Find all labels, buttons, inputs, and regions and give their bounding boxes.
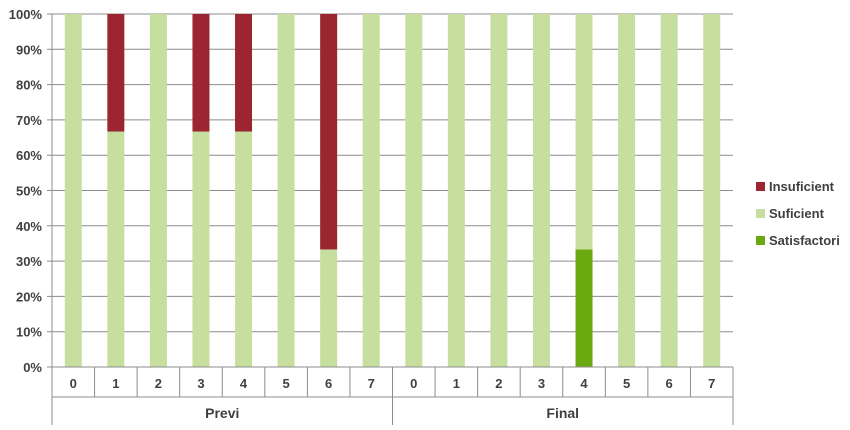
x-tick-label: 0 — [410, 376, 417, 391]
legend-label: Satisfactori — [769, 233, 840, 248]
y-tick-label: 20% — [16, 289, 42, 304]
bar-segment-suficient — [362, 14, 380, 367]
x-tick-label: 4 — [580, 376, 588, 391]
legend-label: Insuficient — [769, 179, 835, 194]
bar-segment-insuficient — [107, 14, 125, 132]
bar-segment-suficient — [703, 14, 721, 367]
y-tick-label: 60% — [16, 148, 42, 163]
x-tick-label: 7 — [368, 376, 375, 391]
y-tick-label: 80% — [16, 78, 42, 93]
y-tick-label: 100% — [9, 7, 43, 22]
x-tick-label: 4 — [240, 376, 248, 391]
y-tick-label: 0% — [23, 360, 42, 375]
y-tick-label: 70% — [16, 113, 42, 128]
bar-segment-suficient — [575, 14, 593, 250]
bar-segment-suficient — [618, 14, 636, 367]
bar-segment-suficient — [235, 131, 253, 367]
legend-label: Suficient — [769, 206, 825, 221]
y-tick-label: 30% — [16, 254, 42, 269]
bars — [64, 14, 721, 367]
x-tick-label: 2 — [495, 376, 502, 391]
bar-segment-insuficient — [192, 14, 210, 132]
bar-segment-suficient — [320, 249, 338, 367]
bar-segment-suficient — [149, 14, 167, 367]
x-tick-label: 1 — [112, 376, 119, 391]
legend-swatch — [756, 182, 765, 191]
y-tick-label: 10% — [16, 325, 42, 340]
bar-segment-suficient — [192, 131, 210, 367]
bar-segment-suficient — [490, 14, 508, 367]
y-tick-label: 50% — [16, 184, 42, 199]
bar-segment-satisfactori — [575, 249, 593, 367]
x-tick-label: 2 — [155, 376, 162, 391]
legend-swatch — [756, 209, 765, 218]
legend: Insuficient Suficient Satisfactori — [756, 179, 840, 248]
bar-segment-insuficient — [320, 14, 338, 250]
bar-segment-suficient — [107, 131, 125, 367]
bar-segment-suficient — [532, 14, 550, 367]
x-tick-label: 6 — [325, 376, 332, 391]
x-tick-label: 0 — [70, 376, 77, 391]
x-axis-ticks: 0 1 2 3 4 5 6 7 0 1 2 3 4 5 6 7 — [51, 367, 734, 425]
bar-segment-suficient — [660, 14, 678, 367]
x-group-label: Final — [546, 405, 579, 421]
x-tick-label: 5 — [623, 376, 630, 391]
x-tick-label: 1 — [453, 376, 460, 391]
y-tick-label: 90% — [16, 42, 42, 57]
x-tick-label: 6 — [666, 376, 673, 391]
bar-segment-suficient — [447, 14, 465, 367]
legend-swatch — [756, 236, 765, 245]
bar-segment-suficient — [64, 14, 82, 367]
x-axis-groups: Previ Final — [205, 405, 579, 421]
bar-segment-insuficient — [235, 14, 253, 132]
bar-segment-suficient — [277, 14, 295, 367]
x-tick-label: 3 — [538, 376, 545, 391]
y-tick-label: 40% — [16, 219, 42, 234]
x-group-label: Previ — [205, 405, 239, 421]
x-tick-label: 3 — [197, 376, 204, 391]
bar-segment-suficient — [405, 14, 423, 367]
y-axis-ticks: 0% 10% 20% 30% 40% 50% 60% 70% 80% 90% 100% — [9, 7, 52, 375]
x-tick-label: 5 — [282, 376, 289, 391]
x-tick-label: 7 — [708, 376, 715, 391]
